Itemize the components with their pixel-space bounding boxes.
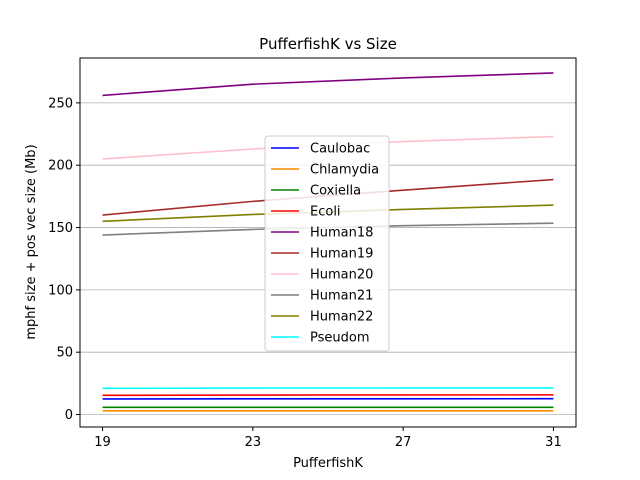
- y-tick-label: 150: [48, 221, 73, 236]
- x-tick-label: 31: [545, 435, 562, 450]
- x-tick-label: 23: [245, 435, 262, 450]
- legend-entry: Ecoli: [310, 205, 341, 220]
- y-tick-label: 50: [56, 346, 73, 361]
- y-tick-label: 200: [48, 159, 73, 174]
- x-tick-label: 19: [94, 435, 111, 450]
- legend-entry: Coxiella: [310, 184, 361, 199]
- chart-title: PufferfishK vs Size: [259, 35, 397, 53]
- series-line-human18: [102, 72, 554, 97]
- x-tick-label: 27: [395, 435, 412, 450]
- y-axis-label: mphf size + pos vec size (Mb): [24, 144, 39, 339]
- legend-entry: Chlamydia: [310, 163, 379, 178]
- legend-entry: Human19: [310, 247, 373, 262]
- legend-entry: Caulobac: [310, 142, 370, 157]
- y-tick-label: 0: [65, 408, 73, 423]
- plot-frame: [79, 57, 577, 428]
- x-axis-label: PufferfishK: [293, 456, 363, 471]
- axis-ticks: 0 50 100 150 200 250 19 23 27 31: [48, 96, 562, 450]
- y-tick-label: 250: [48, 96, 73, 111]
- legend-entry: Human20: [310, 268, 373, 283]
- legend-entry: Human18: [310, 226, 373, 241]
- y-tick-label: 100: [48, 283, 73, 298]
- legend-entry: Pseudom: [310, 331, 370, 346]
- legend: Caulobac Chlamydia Coxiella Ecoli Human18 Hum…: [264, 135, 390, 352]
- legend-entry: Human22: [310, 310, 373, 325]
- legend-entry: Human21: [310, 289, 373, 304]
